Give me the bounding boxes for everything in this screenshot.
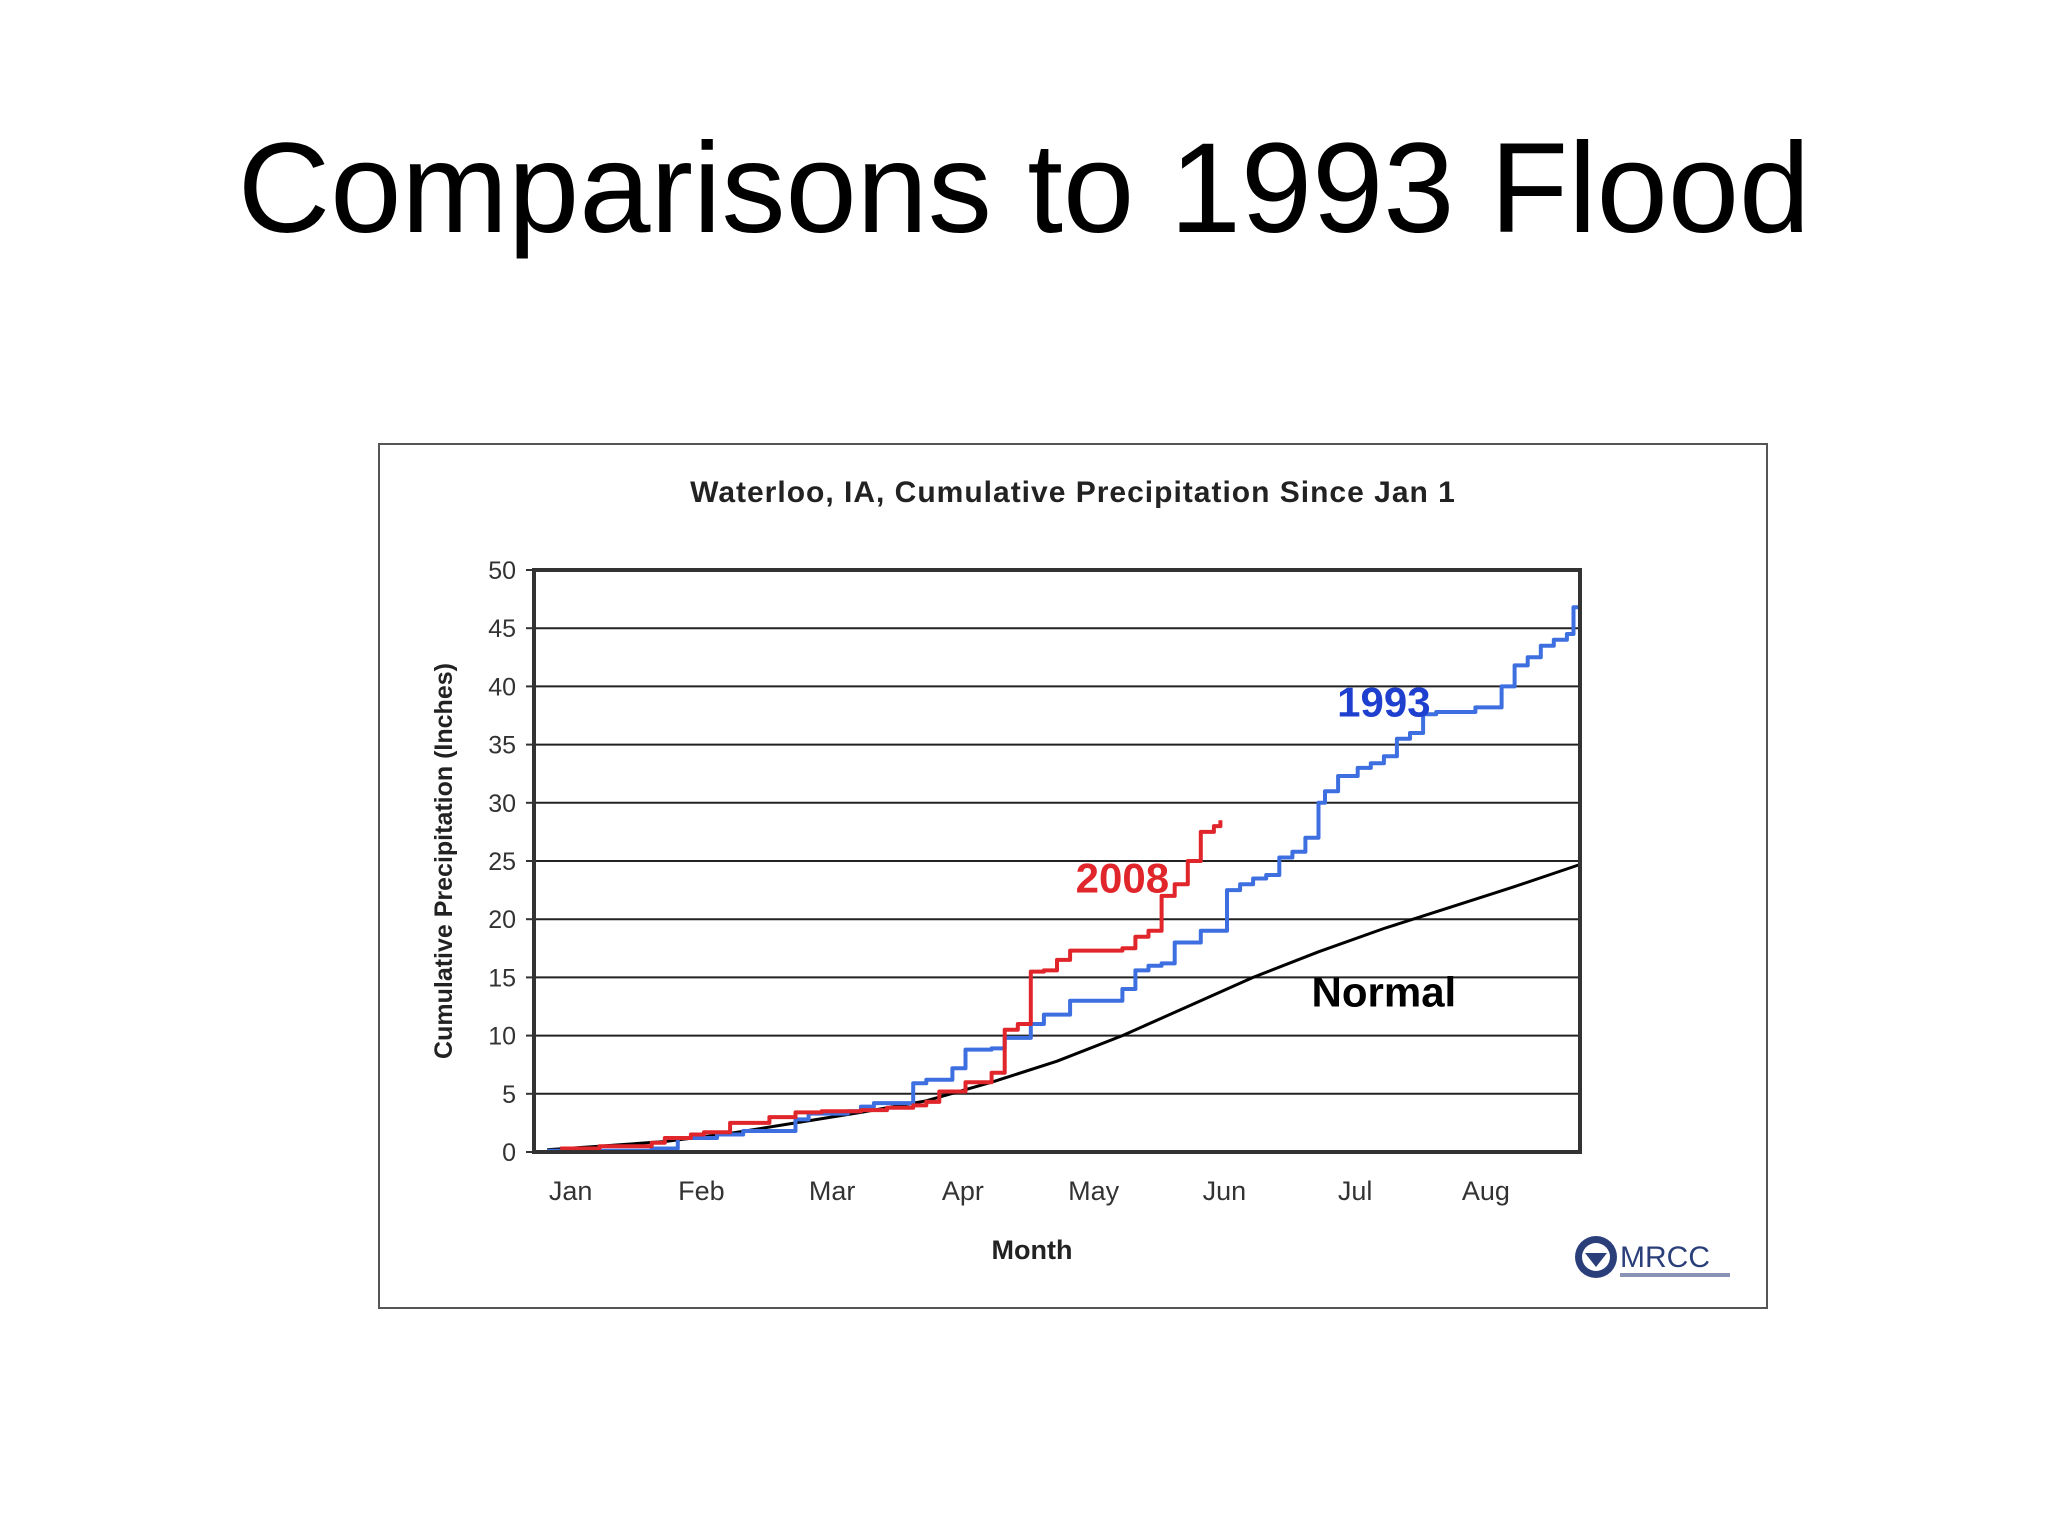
x-tick-label: Jul <box>1338 1176 1373 1206</box>
y-tick-label: 10 <box>488 1023 516 1051</box>
precipitation-chart: Waterloo, IA, Cumulative Precipitation S… <box>430 476 1730 1278</box>
y-tick-label: 20 <box>488 906 516 934</box>
y-tick-label: 5 <box>502 1081 516 1109</box>
x-axis-label: Month <box>992 1235 1073 1265</box>
mrcc-logo-text: MRCC <box>1620 1241 1710 1274</box>
annotation-2008: 2008 <box>1076 854 1169 901</box>
x-tick-label: Jan <box>549 1176 593 1206</box>
y-tick-label: 0 <box>502 1139 516 1167</box>
series-lines <box>546 604 1582 1153</box>
x-tick-label: Jun <box>1203 1176 1247 1206</box>
annotation-normal: Normal <box>1312 969 1457 1016</box>
series-line-1993 <box>547 604 1582 1153</box>
annotation-1993: 1993 <box>1337 679 1430 726</box>
x-tick-label: Apr <box>942 1176 984 1206</box>
slide-title: Comparisons to 1993 Flood <box>237 117 1811 260</box>
plot-area-border <box>532 568 1582 1154</box>
y-tick-label: 15 <box>488 964 516 992</box>
series-annotations: 1993 2008 Normal <box>1076 679 1457 1016</box>
gridlines <box>534 627 1580 1095</box>
x-tick-label: Mar <box>809 1176 856 1206</box>
x-axis-ticks: Jan Feb Mar Apr May Jun Jul Aug <box>549 1176 1510 1206</box>
mrcc-logo: MRCC <box>1575 1236 1730 1278</box>
y-tick-label: 30 <box>488 790 516 818</box>
y-tick-label: 40 <box>488 673 516 701</box>
y-tick-label: 45 <box>488 615 516 643</box>
series-line-2008 <box>560 820 1223 1151</box>
chart-frame: Waterloo, IA, Cumulative Precipitation S… <box>378 443 1768 1309</box>
x-tick-label: May <box>1068 1176 1120 1206</box>
y-axis-ticks: 0 5 10 15 20 25 30 35 40 45 50 <box>488 557 534 1167</box>
x-tick-label: Feb <box>678 1176 725 1206</box>
y-tick-label: 25 <box>488 848 516 876</box>
chart-title: Waterloo, IA, Cumulative Precipitation S… <box>690 476 1456 509</box>
y-tick-label: 50 <box>488 557 516 585</box>
y-tick-label: 35 <box>488 732 516 760</box>
y-axis-label: Cumulative Precipitation (Inches) <box>430 663 458 1059</box>
x-tick-label: Aug <box>1462 1176 1510 1206</box>
